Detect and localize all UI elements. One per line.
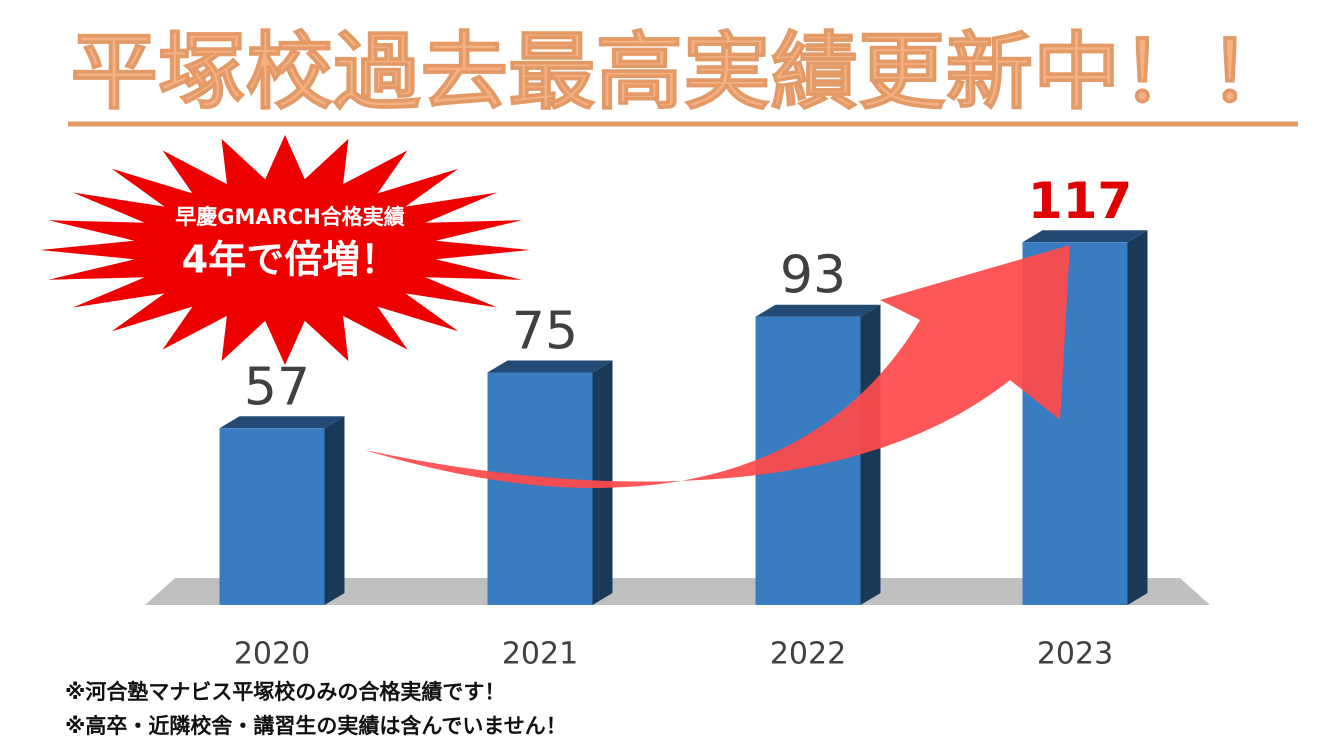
callout-text: 早慶GMARCH合格実績 [175, 205, 405, 229]
bar-side [324, 416, 345, 605]
bar-side [860, 304, 881, 605]
callout-text: 4年で倍増！ [182, 238, 398, 282]
bar [219, 416, 345, 605]
value-label: 57 [244, 357, 310, 417]
bar-top [487, 360, 613, 373]
x-tick-label: 2022 [770, 637, 846, 672]
bar-top [755, 304, 881, 317]
bar-top [219, 416, 345, 429]
note: ※河合塾マナビス平塚校のみの合格実績です！ [65, 680, 505, 704]
bar-side [1127, 230, 1148, 606]
note: ※高卒・近隣校舎・講習生の実績は含んでいません！ [65, 714, 567, 738]
bar-front [219, 428, 325, 605]
growth-arrow [365, 245, 1070, 488]
bar-front [487, 372, 593, 605]
value-label: 93 [780, 246, 846, 306]
chart-title: 平塚校過去最高実績更新中！！ [71, 23, 1296, 121]
x-tick-label: 2023 [1037, 637, 1113, 672]
bar [487, 360, 613, 605]
bar-top [1022, 230, 1148, 243]
starburst [40, 135, 530, 365]
floor [145, 578, 1210, 605]
bar [1022, 230, 1148, 606]
value-label: 117 [1028, 172, 1132, 230]
x-tick-label: 2021 [502, 637, 578, 672]
x-tick-label: 2020 [234, 637, 310, 672]
value-label: 75 [512, 302, 578, 362]
